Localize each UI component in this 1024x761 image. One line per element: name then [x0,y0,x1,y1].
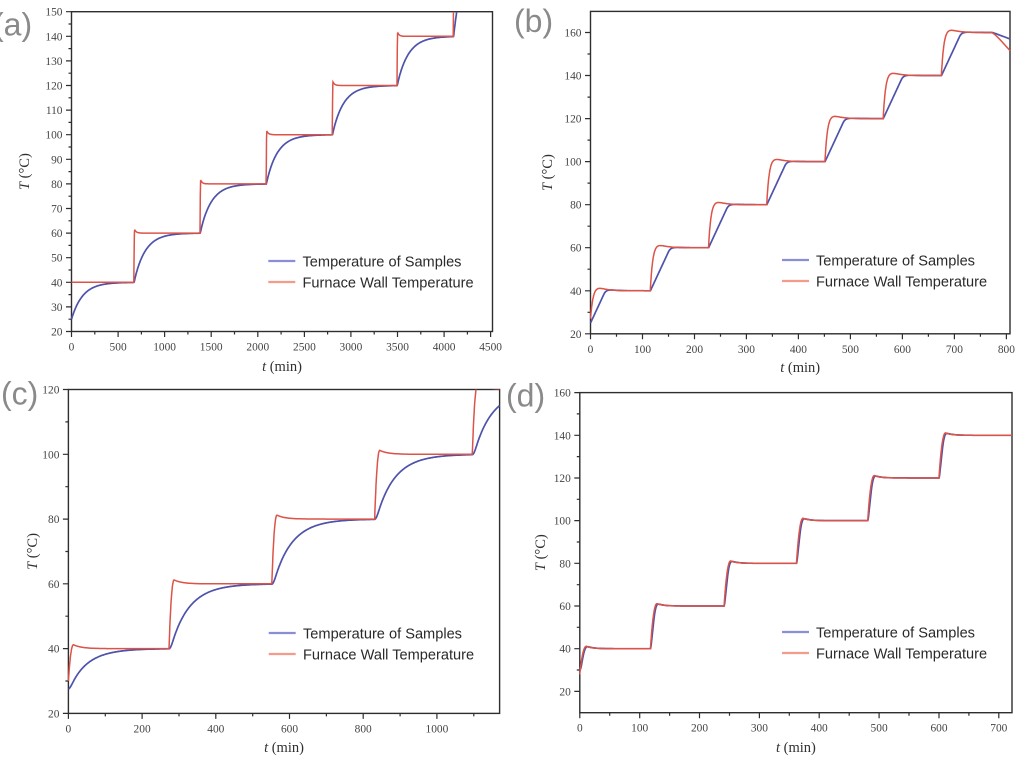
svg-text:500: 500 [871,723,888,735]
svg-text:400: 400 [790,344,807,356]
svg-text:3000: 3000 [340,342,363,354]
svg-text:300: 300 [751,723,768,735]
svg-text:300: 300 [738,344,755,356]
svg-text:130: 130 [45,56,62,68]
svg-text:80: 80 [51,179,63,191]
svg-text:40: 40 [48,644,60,656]
svg-text:120: 120 [554,473,571,485]
svg-text:(b): (b) [514,3,553,39]
svg-text:30: 30 [51,302,63,314]
svg-text:120: 120 [42,385,59,397]
svg-text:0: 0 [577,723,583,735]
svg-text:150: 150 [45,7,62,19]
svg-text:200: 200 [686,344,703,356]
svg-text:120: 120 [45,81,62,93]
svg-text:70: 70 [51,204,63,216]
svg-text:40: 40 [570,286,582,298]
svg-text:T (°C): T (°C) [17,153,33,190]
svg-text:90: 90 [51,154,63,166]
svg-text:t (min): t (min) [776,740,816,756]
svg-text:40: 40 [51,277,63,289]
svg-text:Temperature of Samples: Temperature of Samples [816,626,975,642]
svg-text:500: 500 [842,344,859,356]
svg-text:80: 80 [559,558,571,570]
svg-text:(d): (d) [506,378,545,414]
svg-text:200: 200 [691,723,708,735]
svg-text:200: 200 [134,723,151,735]
svg-text:60: 60 [559,601,571,613]
svg-text:100: 100 [631,723,648,735]
svg-text:160: 160 [554,388,571,400]
svg-text:Furnace Wall Temperature: Furnace Wall Temperature [303,648,474,664]
svg-text:140: 140 [554,430,571,442]
svg-text:Furnace Wall Temperature: Furnace Wall Temperature [816,647,987,663]
svg-text:3500: 3500 [386,342,409,354]
svg-text:60: 60 [51,228,63,240]
svg-text:600: 600 [930,723,947,735]
svg-text:1000: 1000 [426,723,449,735]
svg-text:500: 500 [110,342,127,354]
svg-text:100: 100 [564,157,581,169]
svg-text:4500: 4500 [479,342,502,354]
svg-text:80: 80 [48,514,60,526]
svg-text:(a): (a) [0,7,32,43]
svg-text:Furnace Wall Temperature: Furnace Wall Temperature [816,275,987,291]
svg-text:0: 0 [69,342,75,354]
svg-text:80: 80 [570,200,582,212]
svg-text:2500: 2500 [293,342,316,354]
svg-text:T (°C): T (°C) [25,533,41,570]
svg-text:(c): (c) [1,376,38,412]
svg-text:1000: 1000 [153,342,176,354]
svg-text:600: 600 [894,344,911,356]
svg-text:800: 800 [998,344,1015,356]
svg-text:T (°C): T (°C) [533,534,549,571]
svg-text:20: 20 [570,329,582,341]
svg-text:40: 40 [559,644,571,656]
svg-text:Temperature of Samples: Temperature of Samples [303,255,462,271]
svg-text:600: 600 [281,723,298,735]
svg-text:700: 700 [990,723,1007,735]
svg-text:100: 100 [42,449,59,461]
svg-text:20: 20 [51,327,63,339]
svg-text:110: 110 [46,105,63,117]
svg-text:160: 160 [564,28,581,40]
svg-text:4000: 4000 [433,342,456,354]
svg-text:800: 800 [355,723,372,735]
svg-text:100: 100 [45,130,62,142]
svg-text:Temperature of Samples: Temperature of Samples [303,627,462,643]
svg-text:t (min): t (min) [264,740,304,756]
svg-text:Furnace Wall Temperature: Furnace Wall Temperature [303,276,474,292]
svg-text:50: 50 [51,253,63,265]
svg-text:140: 140 [564,71,581,83]
svg-text:700: 700 [946,344,963,356]
svg-text:2000: 2000 [246,342,269,354]
svg-text:0: 0 [588,344,594,356]
svg-text:140: 140 [45,31,62,43]
svg-text:400: 400 [207,723,224,735]
svg-text:1500: 1500 [200,342,223,354]
svg-text:20: 20 [48,708,60,720]
svg-text:0: 0 [66,723,72,735]
svg-text:Temperature of Samples: Temperature of Samples [816,254,975,270]
svg-text:400: 400 [811,723,828,735]
svg-text:t (min): t (min) [262,359,302,375]
svg-text:60: 60 [570,243,582,255]
svg-text:120: 120 [564,114,581,126]
svg-text:T (°C): T (°C) [540,154,556,191]
svg-text:20: 20 [559,686,571,698]
svg-text:100: 100 [634,344,651,356]
svg-text:60: 60 [48,579,60,591]
svg-text:t (min): t (min) [780,360,820,376]
svg-text:100: 100 [554,516,571,528]
